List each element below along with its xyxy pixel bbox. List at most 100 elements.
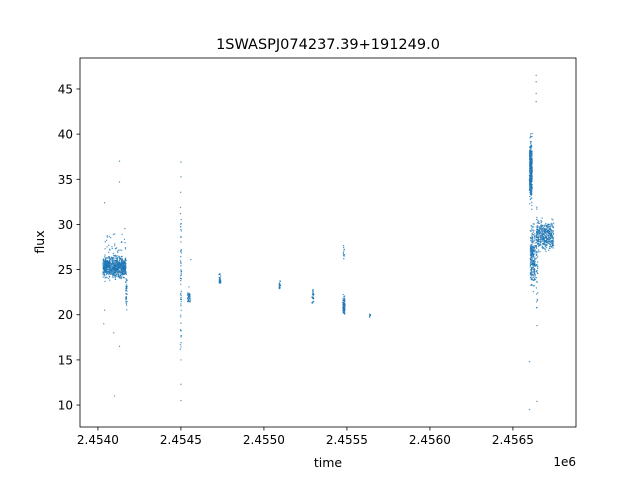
data-point bbox=[535, 236, 538, 239]
data-point bbox=[546, 227, 549, 229]
data-point bbox=[539, 241, 542, 244]
data-point bbox=[106, 268, 108, 270]
data-point bbox=[530, 257, 532, 259]
data-point bbox=[538, 245, 540, 248]
data-point bbox=[537, 232, 539, 234]
data-point bbox=[531, 235, 534, 238]
data-point bbox=[180, 322, 182, 324]
data-point bbox=[536, 280, 538, 283]
x-tick-label: 2.4550 bbox=[243, 433, 285, 447]
data-point bbox=[529, 264, 532, 267]
data-point bbox=[180, 250, 182, 253]
data-point bbox=[111, 246, 113, 248]
data-point bbox=[529, 162, 532, 165]
data-point bbox=[535, 100, 537, 103]
data-point bbox=[533, 247, 535, 250]
data-point bbox=[124, 261, 126, 263]
data-point bbox=[343, 300, 346, 302]
data-point bbox=[529, 142, 532, 145]
data-point bbox=[533, 250, 536, 252]
data-point bbox=[545, 240, 548, 242]
data-point bbox=[531, 283, 533, 286]
data-point bbox=[534, 233, 536, 235]
data-point bbox=[530, 236, 532, 239]
data-point bbox=[534, 242, 536, 244]
data-point bbox=[528, 188, 531, 191]
x-offset-label: 1e6 bbox=[553, 455, 576, 469]
data-point bbox=[125, 285, 127, 288]
data-point bbox=[529, 185, 532, 187]
data-point bbox=[103, 266, 106, 269]
data-point bbox=[124, 259, 126, 261]
data-point bbox=[343, 296, 345, 298]
data-point bbox=[551, 231, 554, 234]
y-tick-label: 15 bbox=[58, 353, 73, 367]
data-point bbox=[121, 260, 124, 262]
data-point bbox=[544, 247, 546, 250]
data-point bbox=[342, 303, 344, 306]
data-point bbox=[536, 208, 538, 210]
data-point bbox=[115, 273, 118, 276]
data-point bbox=[543, 244, 546, 246]
data-point bbox=[529, 251, 532, 253]
data-point bbox=[529, 135, 532, 137]
data-point bbox=[548, 242, 550, 244]
data-point bbox=[534, 244, 536, 247]
data-point bbox=[179, 260, 182, 262]
x-tick-label: 2.4565 bbox=[492, 433, 534, 447]
data-point bbox=[179, 191, 182, 193]
data-point bbox=[103, 202, 106, 204]
data-point bbox=[106, 276, 108, 279]
x-axis-label: time bbox=[314, 455, 343, 470]
data-point bbox=[104, 268, 106, 270]
data-point bbox=[180, 273, 182, 275]
data-point bbox=[531, 277, 533, 279]
data-point bbox=[530, 230, 532, 232]
data-point bbox=[529, 174, 532, 176]
data-point bbox=[122, 268, 124, 270]
data-point bbox=[530, 146, 532, 149]
data-point bbox=[180, 336, 182, 338]
data-point bbox=[532, 255, 534, 258]
data-point bbox=[180, 236, 182, 239]
x-tick-label: 2.4555 bbox=[326, 433, 368, 447]
data-point bbox=[103, 309, 106, 311]
data-point bbox=[179, 329, 182, 331]
data-point bbox=[119, 266, 122, 269]
data-point bbox=[535, 74, 537, 77]
data-point bbox=[541, 246, 543, 248]
data-point bbox=[125, 273, 128, 276]
data-point bbox=[540, 221, 543, 224]
data-point bbox=[544, 243, 546, 245]
data-point bbox=[536, 226, 539, 228]
data-point bbox=[544, 237, 546, 239]
data-point bbox=[531, 188, 533, 190]
data-point bbox=[536, 216, 538, 219]
data-point bbox=[529, 153, 531, 156]
data-point bbox=[532, 234, 535, 236]
data-point bbox=[542, 246, 545, 249]
data-point bbox=[123, 271, 125, 273]
data-point bbox=[549, 237, 551, 239]
data-point bbox=[543, 242, 545, 244]
data-point bbox=[547, 232, 550, 234]
data-point bbox=[342, 308, 344, 310]
data-point bbox=[124, 242, 126, 244]
data-point bbox=[540, 220, 542, 222]
plot-frame bbox=[79, 57, 577, 428]
data-point bbox=[179, 298, 182, 301]
data-point bbox=[547, 230, 549, 232]
data-point bbox=[120, 268, 122, 270]
data-point bbox=[112, 272, 115, 274]
data-point bbox=[541, 231, 544, 233]
data-point bbox=[530, 269, 533, 271]
data-point bbox=[118, 256, 120, 259]
data-point bbox=[103, 323, 105, 325]
data-point bbox=[125, 280, 127, 283]
data-point bbox=[530, 175, 533, 177]
data-point bbox=[125, 278, 127, 280]
data-point bbox=[106, 263, 109, 266]
data-point bbox=[123, 264, 126, 267]
data-point bbox=[541, 228, 543, 231]
data-point bbox=[180, 280, 182, 282]
